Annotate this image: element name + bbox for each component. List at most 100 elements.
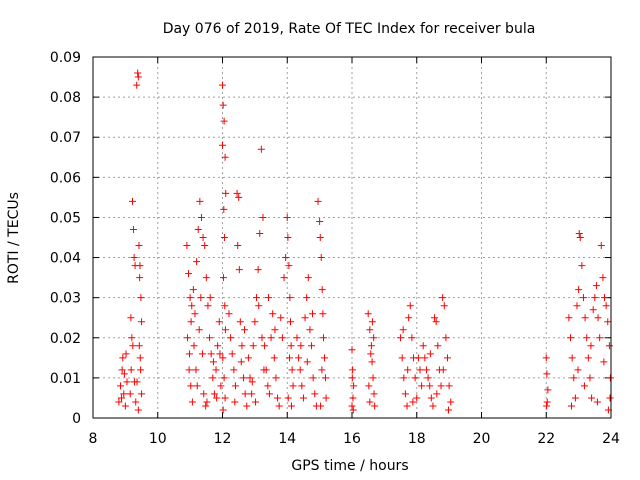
data-point <box>429 402 437 410</box>
data-point <box>215 318 223 326</box>
data-point <box>349 366 357 374</box>
data-point <box>317 254 325 262</box>
data-point <box>252 294 260 302</box>
data-point <box>601 294 609 302</box>
data-point <box>422 366 430 374</box>
data-point <box>320 334 328 342</box>
data-point <box>293 334 301 342</box>
data-point <box>187 382 195 390</box>
data-point <box>424 374 432 382</box>
data-point <box>285 262 293 270</box>
data-point <box>432 318 440 326</box>
data-point <box>286 294 294 302</box>
data-point <box>123 378 131 386</box>
data-point <box>117 382 125 390</box>
data-point <box>248 378 256 386</box>
y-tick-label: 0.01 <box>50 371 81 387</box>
data-point <box>136 354 144 362</box>
data-point <box>117 394 125 402</box>
y-tick-label: 0.07 <box>50 130 81 146</box>
x-tick-label: 14 <box>278 431 296 447</box>
data-point <box>413 394 421 402</box>
x-tick-label: 20 <box>473 431 491 447</box>
data-point <box>298 382 306 390</box>
data-point <box>119 354 127 362</box>
data-point <box>265 390 273 398</box>
data-point <box>568 402 576 410</box>
data-point <box>296 366 304 374</box>
x-tick-label: 16 <box>343 431 361 447</box>
y-tick-label: 0.04 <box>50 251 81 267</box>
data-point <box>600 358 608 366</box>
data-point <box>301 314 309 322</box>
data-point <box>426 382 434 390</box>
data-point <box>136 262 144 270</box>
data-point <box>222 189 230 197</box>
data-point <box>241 390 249 398</box>
x-tick-label: 24 <box>602 431 620 447</box>
data-point <box>370 334 378 342</box>
data-point <box>311 390 319 398</box>
data-point <box>206 334 214 342</box>
axis-ticks: 8 10 12 14 16 18 20 22 24 0 0.01 0.02 0.03 0.04 0.05 0.… <box>50 50 620 447</box>
data-point <box>303 294 311 302</box>
data-point <box>129 225 137 233</box>
data-point <box>121 402 129 410</box>
data-point <box>445 382 453 390</box>
data-point <box>370 390 378 398</box>
data-point <box>565 314 573 322</box>
data-point <box>348 374 356 382</box>
data-point <box>134 406 142 414</box>
data-point <box>297 342 305 350</box>
data-point <box>571 394 579 402</box>
data-point <box>187 318 195 326</box>
data-point <box>193 258 201 266</box>
data-point <box>278 334 286 342</box>
data-point <box>318 286 326 294</box>
data-point <box>271 326 279 334</box>
data-point <box>135 242 143 250</box>
data-point <box>543 370 551 378</box>
data-point <box>127 314 135 322</box>
data-point <box>259 213 267 221</box>
data-point <box>368 358 376 366</box>
data-point <box>203 398 211 406</box>
data-point <box>349 394 357 402</box>
data-point <box>605 342 613 350</box>
data-point <box>220 374 228 382</box>
data-point <box>214 342 222 350</box>
data-point <box>133 378 141 386</box>
data-point <box>254 266 262 274</box>
data-point <box>575 229 583 237</box>
data-point <box>286 354 294 362</box>
data-point <box>244 354 252 362</box>
data-point <box>574 366 582 374</box>
data-point <box>241 326 249 334</box>
data-point <box>120 390 128 398</box>
y-tick-label: 0.06 <box>50 170 81 186</box>
data-point <box>576 234 584 241</box>
data-point <box>426 350 434 358</box>
data-point <box>135 342 143 350</box>
data-point <box>246 374 254 382</box>
data-point <box>444 406 452 414</box>
y-axis-label: ROTI / TECUs <box>6 192 22 284</box>
data-point <box>230 366 238 374</box>
data-point <box>397 334 405 342</box>
data-point <box>192 366 200 374</box>
data-point <box>261 342 269 350</box>
data-point <box>579 294 587 302</box>
x-tick-label: 22 <box>537 431 555 447</box>
data-point <box>231 398 239 406</box>
data-point <box>235 266 243 274</box>
data-point <box>190 342 198 350</box>
data-point <box>309 374 317 382</box>
data-point <box>204 302 212 310</box>
data-point <box>221 326 229 334</box>
data-point <box>348 402 356 410</box>
grid-lines <box>93 57 611 418</box>
data-point <box>544 386 552 394</box>
x-tick-label: 18 <box>408 431 426 447</box>
data-point <box>219 406 227 414</box>
data-point <box>399 326 407 334</box>
